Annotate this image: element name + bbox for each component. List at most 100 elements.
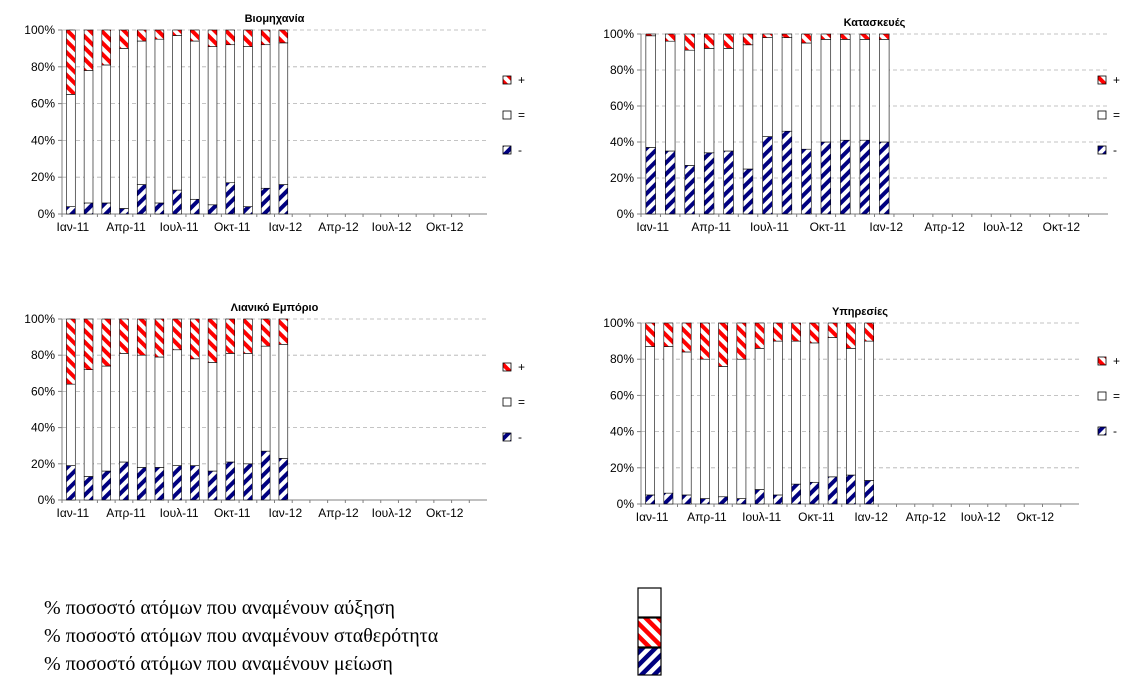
bar-segment <box>225 353 235 463</box>
bar-segment <box>665 40 676 152</box>
bar-segment <box>781 37 793 132</box>
bar-segment <box>260 187 271 215</box>
x-tick-label: Απρ-12 <box>318 506 359 520</box>
x-tick-label: Οκτ-12 <box>1017 510 1055 524</box>
bar-segment <box>243 353 253 465</box>
legend-label: + <box>1113 73 1120 87</box>
bar-segment <box>864 480 874 505</box>
bar-segment <box>66 383 76 466</box>
bar-segment <box>864 322 874 342</box>
chart-3: Υπηρεσίες 0% 20% 40% 60% 80% 100% Ιαν-11 Απρ-11 Ι… <box>603 306 1120 524</box>
bar-segment <box>754 348 765 490</box>
bar-segment <box>83 318 94 370</box>
bar-segment <box>718 496 728 505</box>
bar-segment <box>101 318 111 367</box>
bar-segment <box>703 48 715 154</box>
x-tick-label: Απρ-12 <box>906 510 947 524</box>
y-tick-label: 80% <box>610 63 634 77</box>
y-tick-label: 40% <box>610 425 634 439</box>
x-tick-label: Ιουλ-12 <box>983 220 1023 234</box>
bar-segment <box>278 344 289 459</box>
bar-segment <box>736 322 747 360</box>
note-stable: % ποσοστό ατόμων που αναμένουν σταθερότη… <box>44 625 439 647</box>
bar-segment <box>66 29 76 95</box>
legend-swatch <box>1097 391 1107 401</box>
x-tick-label: Οκτ-11 <box>214 220 251 234</box>
y-tick-label: 20% <box>610 461 634 475</box>
chart-2: Λιανικό Εμπόριο 0% 20% 40% 60% 80% 100% Ιαν-11 Α… <box>24 302 525 520</box>
bar-segment <box>762 136 773 215</box>
legend-swatch <box>1097 426 1107 436</box>
x-tick-label: Ιουλ-12 <box>961 510 1001 524</box>
bar-segment <box>225 182 235 215</box>
bar-segment <box>736 498 747 505</box>
bar-segment <box>864 340 874 481</box>
bar-segment <box>665 33 676 42</box>
bar-segment <box>754 489 765 505</box>
bar-segment <box>791 322 801 342</box>
bar-segment <box>83 70 94 204</box>
bar-segment <box>243 29 253 47</box>
y-tick-label: 100% <box>24 312 55 326</box>
bar-segment <box>136 354 147 468</box>
bar-segment <box>645 346 655 496</box>
bar-segment <box>859 39 870 141</box>
y-tick-label: 100% <box>603 27 634 41</box>
x-tick-label: Ιουλ-12 <box>372 506 412 520</box>
bar-segment <box>809 481 820 505</box>
bar-segment <box>684 49 695 166</box>
bar-segment <box>718 366 728 498</box>
legend-label: + <box>1113 354 1120 368</box>
legend-label: = <box>1113 389 1120 403</box>
x-tick-label: Ιαν-11 <box>636 220 669 234</box>
bar-segment <box>718 322 728 367</box>
x-tick-label: Οκτ-12 <box>1043 220 1081 234</box>
bar-segment <box>762 37 773 137</box>
bar-segment <box>83 202 94 215</box>
bar-segment <box>207 470 218 501</box>
bar-segment <box>681 494 692 505</box>
x-tick-label: Ιουλ-11 <box>750 220 789 234</box>
y-tick-label: 20% <box>31 457 55 471</box>
bar-segment <box>663 492 674 505</box>
bar-segment <box>101 202 111 215</box>
chart-1: Κατασκευές 0% 20% 40% 60% 80% 100% Ιαν-11 Απρ-11… <box>603 17 1120 234</box>
legend-label: = <box>518 108 525 122</box>
bar-segment <box>260 318 271 347</box>
legend-swatch <box>502 362 512 372</box>
bar-segment <box>801 33 812 44</box>
bar-segment <box>83 476 94 501</box>
y-tick-label: 0% <box>617 497 635 511</box>
x-tick-label: Ιουλ-12 <box>372 220 412 234</box>
bar-segment <box>820 33 832 40</box>
x-tick-label: Ιαν-11 <box>636 510 669 524</box>
y-tick-label: 0% <box>617 207 635 221</box>
bar-segment <box>809 322 820 344</box>
bar-segment <box>278 42 289 185</box>
y-tick-label: 100% <box>24 23 55 37</box>
bar-segment <box>119 208 129 215</box>
y-tick-label: 80% <box>31 348 55 362</box>
bar-segment <box>172 349 182 466</box>
bar-segment <box>66 318 76 385</box>
bar-segment <box>172 465 182 501</box>
bar-segment <box>645 494 655 505</box>
bar-segment <box>119 29 129 49</box>
legend-swatch <box>1097 145 1107 155</box>
chart-0: Βιομηχανία 0% 20% 40% 60% 80% 100% Ιαν-11 Απρ-11… <box>24 13 525 234</box>
bar-segment <box>809 342 820 483</box>
legend-swatch <box>502 432 512 442</box>
x-tick-label: Απρ-12 <box>318 220 359 234</box>
legend-swatch <box>502 75 512 85</box>
bar-segment <box>190 29 200 42</box>
bar-segment <box>827 322 838 338</box>
bar-segment <box>781 130 793 215</box>
y-tick-label: 40% <box>610 135 634 149</box>
chart-title: Λιανικό Εμπόριο <box>231 302 319 314</box>
bar-segment <box>207 318 218 363</box>
bar-segment <box>700 498 710 505</box>
bar-segment <box>645 322 655 347</box>
legend-label: = <box>518 395 525 409</box>
bar-segment <box>66 206 76 215</box>
x-tick-label: Ιαν-11 <box>56 220 89 234</box>
